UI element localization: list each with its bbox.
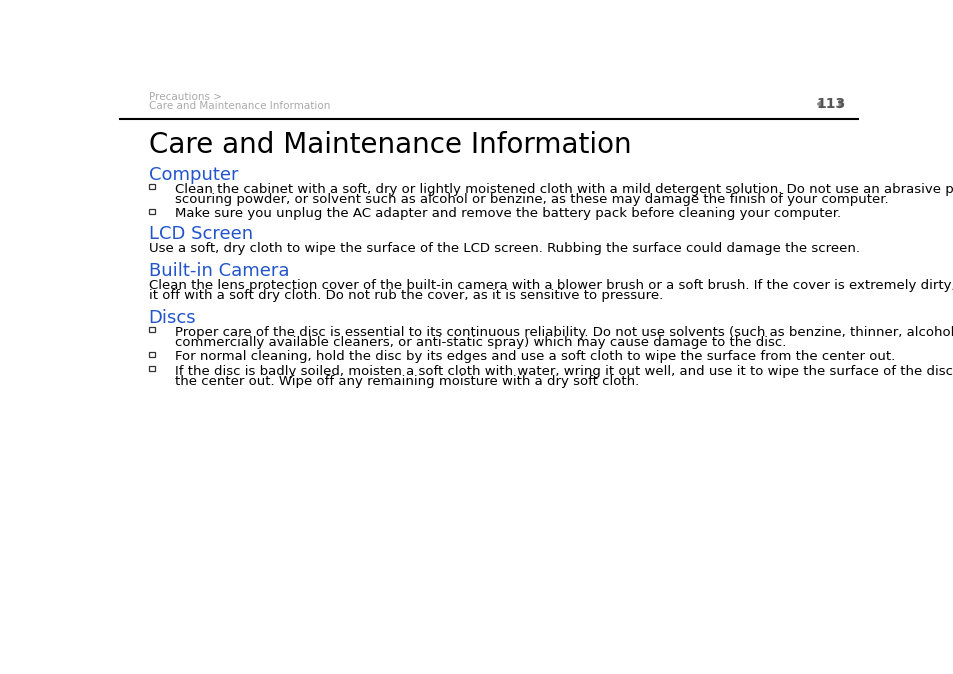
Bar — [150, 352, 154, 357]
Text: it off with a soft dry cloth. Do not rub the cover, as it is sensitive to pressu: it off with a soft dry cloth. Do not rub… — [149, 289, 662, 302]
Text: Clean the cabinet with a soft, dry or lightly moistened cloth with a mild deterg: Clean the cabinet with a soft, dry or li… — [174, 183, 953, 195]
Text: Care and Maintenance Information: Care and Maintenance Information — [149, 101, 330, 111]
Bar — [150, 184, 154, 189]
Polygon shape — [839, 100, 843, 108]
Text: Computer: Computer — [149, 166, 238, 183]
Text: Clean the lens protection cover of the built-in camera with a blower brush or a : Clean the lens protection cover of the b… — [149, 279, 953, 292]
Bar — [150, 366, 154, 371]
Text: 113: 113 — [815, 97, 844, 111]
Bar — [150, 209, 154, 214]
Text: Proper care of the disc is essential to its continuous reliability. Do not use s: Proper care of the disc is essential to … — [174, 326, 953, 339]
Text: Precautions >: Precautions > — [149, 92, 221, 102]
Text: Care and Maintenance Information: Care and Maintenance Information — [149, 131, 631, 159]
Text: Built-in Camera: Built-in Camera — [149, 262, 289, 280]
Text: commercially available cleaners, or anti-static spray) which may cause damage to: commercially available cleaners, or anti… — [174, 336, 785, 349]
Text: For normal cleaning, hold the disc by its edges and use a soft cloth to wipe the: For normal cleaning, hold the disc by it… — [174, 350, 894, 363]
Text: scouring powder, or solvent such as alcohol or benzine, as these may damage the : scouring powder, or solvent such as alco… — [174, 193, 888, 206]
Text: If the disc is badly soiled, moisten a soft cloth with water, wring it out well,: If the disc is badly soiled, moisten a s… — [174, 365, 953, 377]
Polygon shape — [817, 100, 821, 108]
Text: Use a soft, dry cloth to wipe the surface of the LCD screen. Rubbing the surface: Use a soft, dry cloth to wipe the surfac… — [149, 242, 859, 255]
Text: LCD Screen: LCD Screen — [149, 225, 253, 243]
Text: the center out. Wipe off any remaining moisture with a dry soft cloth.: the center out. Wipe off any remaining m… — [174, 375, 639, 388]
Bar — [150, 328, 154, 332]
Text: Make sure you unplug the AC adapter and remove the battery pack before cleaning : Make sure you unplug the AC adapter and … — [174, 207, 841, 220]
Text: Discs: Discs — [149, 309, 196, 327]
